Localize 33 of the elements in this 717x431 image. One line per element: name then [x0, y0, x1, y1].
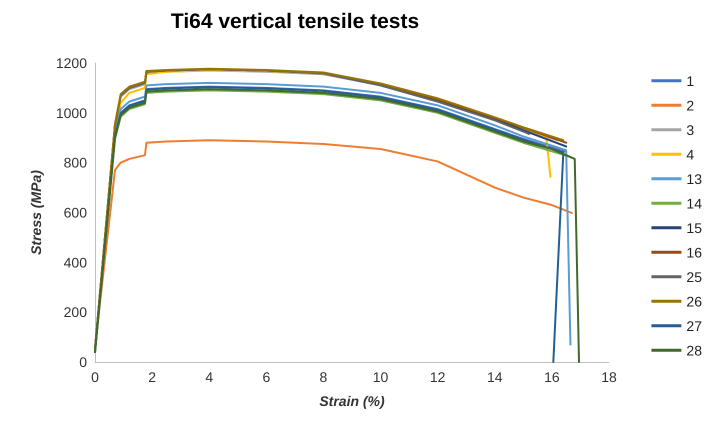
x-tick-label: 4 [205, 369, 214, 385]
legend-label: 14 [686, 195, 702, 212]
legend-label: 1 [686, 72, 694, 89]
chart-title: Ti64 vertical tensile tests [170, 10, 420, 33]
x-tick-label: 14 [486, 369, 503, 385]
x-tick-label: 8 [320, 369, 328, 385]
legend-label: 13 [686, 170, 702, 187]
legend-label: 25 [686, 268, 702, 285]
y-tick-label: 200 [64, 304, 88, 320]
legend-label: 3 [686, 122, 694, 138]
y-tick-label: 1000 [56, 104, 88, 121]
line-series [94, 139, 573, 348]
x-tick-label: 16 [544, 369, 560, 385]
x-tick-label: 6 [262, 369, 270, 385]
x-tick-label: 2 [148, 369, 156, 385]
y-tick-label: 600 [64, 204, 88, 220]
y-tick-label: 1200 [56, 55, 88, 71]
y-tick-label: 0 [79, 354, 88, 370]
x-axis-title: Strain (%) [319, 393, 386, 409]
y-axis-title: Stress (MPa) [28, 170, 44, 255]
x-tick-label: 12 [430, 369, 446, 385]
y-tick-label: 800 [64, 154, 88, 171]
legend-label: 4 [686, 146, 694, 162]
legend-label: 28 [686, 342, 702, 358]
legend-label: 16 [686, 244, 702, 260]
legend-label: 15 [686, 220, 702, 236]
y-tick-label: 400 [64, 254, 88, 270]
x-tick-label: 18 [601, 369, 617, 385]
legend-label: 26 [686, 293, 702, 310]
x-tick-label: 0 [91, 369, 100, 385]
x-tick-label: 10 [372, 369, 389, 385]
legend-label: 2 [686, 97, 694, 114]
legend-label: 27 [686, 318, 702, 334]
